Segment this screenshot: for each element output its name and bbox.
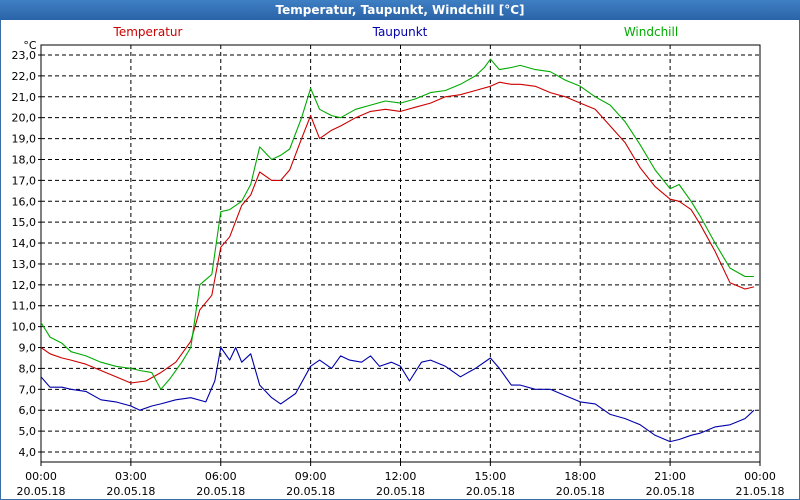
y-tick-label: 14,0 [12, 237, 37, 250]
x-tick-time: 15:00 [475, 470, 507, 483]
x-tick-time: 06:00 [205, 470, 237, 483]
y-tick-label: 12,0 [12, 279, 37, 292]
x-tick-date: 20.05.18 [556, 485, 605, 498]
series-windchill [40, 58, 754, 390]
x-tick-date: 20.05.18 [196, 485, 245, 498]
x-tick-time: 03:00 [115, 470, 147, 483]
y-tick-label: 18,0 [12, 153, 37, 166]
y-tick-label: 10,0 [12, 321, 37, 334]
x-tick-time: 18:00 [564, 470, 596, 483]
x-tick-date: 20.05.18 [17, 485, 66, 498]
y-tick-label: 11,0 [12, 300, 37, 313]
y-tick-label: 17,0 [12, 174, 37, 187]
y-tick-label: 4,0 [19, 446, 37, 459]
series-taupunkt [40, 346, 755, 443]
plot-border [40, 44, 761, 463]
series-temperatur [40, 81, 755, 384]
y-tick-label: 19,0 [12, 133, 37, 146]
y-axis-unit: °C [23, 39, 37, 52]
x-tick-time: 09:00 [295, 470, 327, 483]
x-tick-time: 00:00 [25, 470, 57, 483]
x-tick-time: 00:00 [744, 470, 776, 483]
x-tick-date: 21.05.18 [736, 485, 785, 498]
x-tick-time: 12:00 [385, 470, 417, 483]
y-tick-label: 9,0 [19, 342, 37, 355]
y-tick-label: 15,0 [12, 216, 37, 229]
y-tick-label: 22,0 [12, 70, 37, 83]
legend-taupunkt: Taupunkt [372, 25, 428, 39]
chart-title: Temperatur, Taupunkt, Windchill [°C] [0, 0, 800, 20]
y-tick-label: 21,0 [12, 91, 37, 104]
legend-temperatur: Temperatur [113, 25, 183, 39]
x-tick-date: 20.05.18 [466, 485, 515, 498]
x-tick-date: 20.05.18 [106, 485, 155, 498]
y-tick-label: 20,0 [12, 112, 37, 125]
y-tick-label: 16,0 [12, 195, 37, 208]
y-tick-label: 13,0 [12, 258, 37, 271]
y-tick-label: 23,0 [12, 49, 37, 62]
x-tick-date: 20.05.18 [646, 485, 695, 498]
y-tick-label: 7,0 [19, 383, 37, 396]
x-tick-date: 20.05.18 [376, 485, 425, 498]
legend-windchill: Windchill [624, 25, 678, 39]
y-tick-label: 6,0 [19, 404, 37, 417]
y-tick-label: 5,0 [19, 425, 37, 438]
x-tick-date: 20.05.18 [286, 485, 335, 498]
y-tick-label: 8,0 [19, 362, 37, 375]
x-tick-time: 21:00 [654, 470, 686, 483]
